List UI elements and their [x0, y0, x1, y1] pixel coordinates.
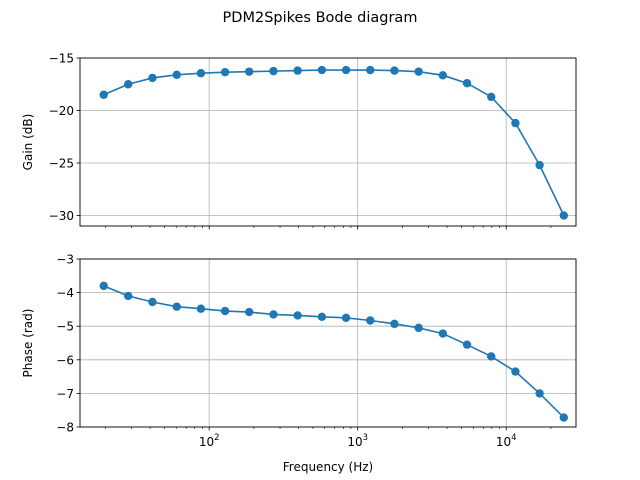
y-tick-label: −7	[56, 387, 74, 401]
data-point	[293, 311, 302, 320]
data-point	[196, 69, 206, 78]
data-point	[220, 67, 230, 77]
y-tick-label: −4	[56, 286, 74, 300]
data-point	[148, 73, 157, 83]
data-point	[414, 67, 423, 76]
data-point	[123, 80, 133, 89]
data-point	[99, 90, 108, 99]
data-point	[487, 352, 496, 361]
data-point	[462, 79, 472, 88]
y-tick-label: −6	[56, 353, 74, 367]
data-point	[511, 367, 520, 376]
y-tick-label: −20	[49, 104, 74, 118]
data-point	[269, 310, 278, 319]
data-point	[293, 66, 302, 75]
data-point	[148, 297, 157, 307]
data-point	[535, 160, 544, 170]
y-axis-label: Phase (rad)	[21, 309, 35, 378]
data-point	[511, 118, 520, 128]
data-point	[390, 319, 399, 329]
y-tick-label: −5	[56, 320, 74, 334]
phase-panel: −3 −4 −5 −6 −7 −8 102 103 104 Phase (rad) Frequenc…	[21, 253, 577, 474]
x-axis-label: Frequency (Hz)	[283, 460, 374, 474]
data-point	[366, 65, 375, 75]
data-point	[341, 313, 351, 322]
data-point	[559, 211, 569, 220]
data-point	[269, 66, 278, 76]
data-point	[317, 312, 327, 321]
data-point	[244, 67, 254, 76]
x-tick-label: 104	[496, 433, 517, 449]
x-tick-label: 103	[347, 433, 368, 449]
data-point	[438, 71, 448, 80]
chart-title: PDM2Spikes Bode diagram	[223, 10, 418, 26]
data-point	[172, 302, 181, 311]
y-tick-label: −25	[49, 157, 74, 171]
axes-frame	[79, 57, 577, 227]
x-tick-label: 102	[199, 433, 220, 449]
y-tick-label: −8	[56, 421, 74, 435]
data-point	[99, 281, 108, 291]
data-point	[317, 65, 327, 75]
data-point	[438, 329, 448, 338]
data-point	[123, 291, 133, 301]
y-tick-label: −3	[56, 253, 74, 267]
data-point	[487, 92, 496, 102]
data-point	[341, 65, 351, 75]
data-point	[220, 306, 230, 316]
y-tick-label: −15	[49, 52, 74, 66]
y-tick-label: −30	[49, 209, 74, 223]
data-point	[390, 66, 399, 75]
data-point	[462, 340, 472, 349]
gain-panel: −15 −20 −25 −30 Gain (dB)	[21, 52, 577, 230]
data-point	[196, 304, 206, 313]
data-point	[559, 413, 569, 422]
axes-frame	[79, 258, 577, 428]
data-point	[535, 389, 544, 398]
data-point	[172, 70, 181, 80]
y-axis-label: Gain (dB)	[21, 114, 35, 171]
series-line	[103, 69, 565, 216]
data-point	[244, 307, 254, 317]
data-point	[414, 323, 423, 333]
data-point	[366, 316, 375, 325]
